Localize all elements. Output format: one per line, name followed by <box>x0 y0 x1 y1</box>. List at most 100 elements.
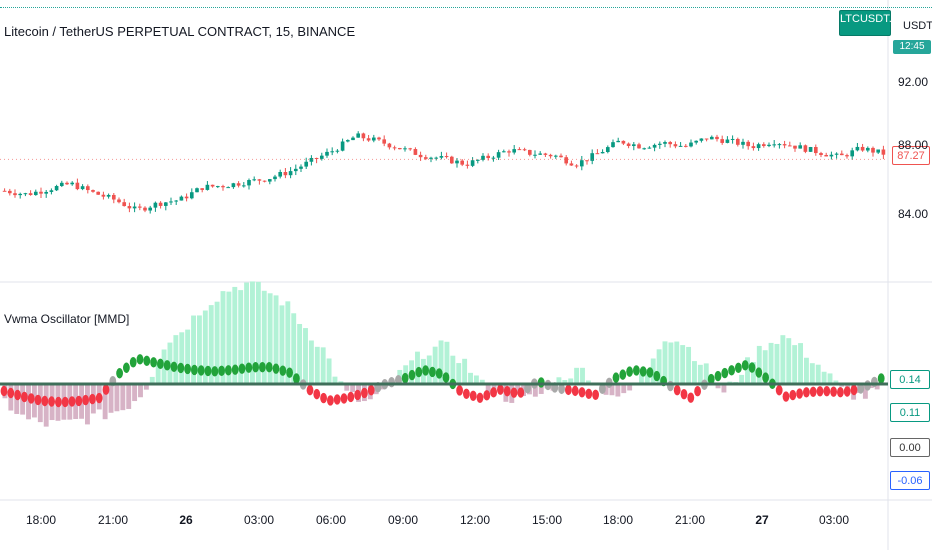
oscillator-dot <box>252 362 259 373</box>
oscillator-dot <box>347 391 355 403</box>
candle-body <box>611 142 615 148</box>
candle-body <box>49 190 54 192</box>
oscillator-dot <box>354 389 361 401</box>
histogram-bar <box>120 384 126 411</box>
histogram-bar <box>644 369 650 384</box>
oscillator-dot <box>816 386 824 397</box>
histogram-bar <box>674 341 680 384</box>
candle-body <box>356 133 361 138</box>
oscillator-dot <box>82 394 89 406</box>
candle-body <box>127 206 132 209</box>
oscillator-dot <box>497 384 504 395</box>
histogram-bar <box>444 341 450 384</box>
candle-body <box>262 180 267 182</box>
oscillator-dot <box>667 380 674 392</box>
oscillator-dot <box>204 365 212 377</box>
candle-body <box>772 144 777 146</box>
histogram-bar <box>756 345 762 384</box>
histogram-bar <box>774 343 780 384</box>
candle-body <box>616 140 621 143</box>
candle-body <box>179 196 184 201</box>
candle-body <box>345 140 350 142</box>
candle-body <box>325 151 329 156</box>
oscillator-dot <box>197 365 205 376</box>
histogram-bar <box>809 363 815 384</box>
histogram-bar <box>862 384 868 399</box>
histogram-bar <box>821 371 827 384</box>
histogram-bar <box>285 301 291 384</box>
candle-body <box>850 150 855 157</box>
candle-body <box>709 136 714 140</box>
oscillator-dot <box>333 394 341 405</box>
candle-body <box>184 196 189 199</box>
oscillator-dot <box>415 366 423 378</box>
oscillator-dot <box>238 363 246 374</box>
candle-body <box>434 157 439 159</box>
histogram-bar <box>473 375 479 384</box>
oscillator-dot <box>714 370 722 382</box>
candle-body <box>642 148 647 150</box>
histogram-bar <box>468 372 473 384</box>
candle-body <box>595 153 600 155</box>
candle-body <box>647 147 652 149</box>
oscillator-dot <box>408 369 416 381</box>
symbol-tag[interactable]: LTCUSDT.P <box>839 10 899 36</box>
histogram-bar <box>426 355 432 384</box>
candle-body <box>257 179 262 181</box>
y-tick-label: 92.00 <box>898 75 929 89</box>
candle-body <box>860 146 865 151</box>
candle-body <box>855 146 860 151</box>
oscillator-dot <box>129 357 137 368</box>
currency-label[interactable]: USDT <box>903 20 932 32</box>
candle-body <box>444 156 449 158</box>
candle-body <box>881 149 886 155</box>
oscillator-dot <box>762 372 769 383</box>
histogram-bar <box>114 384 120 412</box>
histogram-bar <box>255 281 261 384</box>
histogram-bar <box>244 282 250 384</box>
histogram-bar <box>833 380 839 384</box>
histogram-bar <box>768 342 774 384</box>
candle-body <box>652 144 657 148</box>
candle-body <box>382 139 387 144</box>
oscillator-dot <box>721 367 729 379</box>
histogram-bar <box>686 346 692 384</box>
histogram-bar <box>267 293 273 384</box>
candle-body <box>533 154 537 156</box>
candle-body <box>574 165 579 167</box>
histogram-bar <box>344 384 350 391</box>
histogram-bar <box>320 347 326 384</box>
candle-body <box>392 147 397 149</box>
candle-body <box>23 193 28 195</box>
oscillator-dot <box>578 387 586 398</box>
candle-body <box>678 145 683 147</box>
candle-body <box>403 148 407 150</box>
oscillator-dot <box>21 391 28 403</box>
histogram-bar <box>279 305 285 384</box>
oscillator-dot <box>871 376 878 388</box>
x-tick-label: 27 <box>755 513 769 527</box>
histogram-bar <box>786 338 792 384</box>
candle-body <box>106 194 111 197</box>
candle-body <box>429 157 433 159</box>
oscillator-dot <box>177 362 185 374</box>
candle-body <box>2 190 7 192</box>
oscillator-dot <box>211 366 219 377</box>
oscillator-dot <box>592 389 599 401</box>
candle-body <box>7 190 12 194</box>
candle-body <box>189 192 194 199</box>
histogram-bar <box>31 384 37 418</box>
candle-body <box>111 194 116 200</box>
histogram-bar <box>332 376 338 384</box>
x-tick-label: 18:00 <box>602 513 634 527</box>
candle-body <box>28 193 33 196</box>
candle-body <box>673 144 678 147</box>
oscillator-dot <box>361 387 368 399</box>
histogram-bar <box>456 363 462 384</box>
oscillator-dot <box>469 390 477 401</box>
candle-body <box>96 191 101 195</box>
oscillator-dot <box>68 396 76 407</box>
candle-body <box>455 160 459 164</box>
histogram-bar <box>250 281 255 384</box>
